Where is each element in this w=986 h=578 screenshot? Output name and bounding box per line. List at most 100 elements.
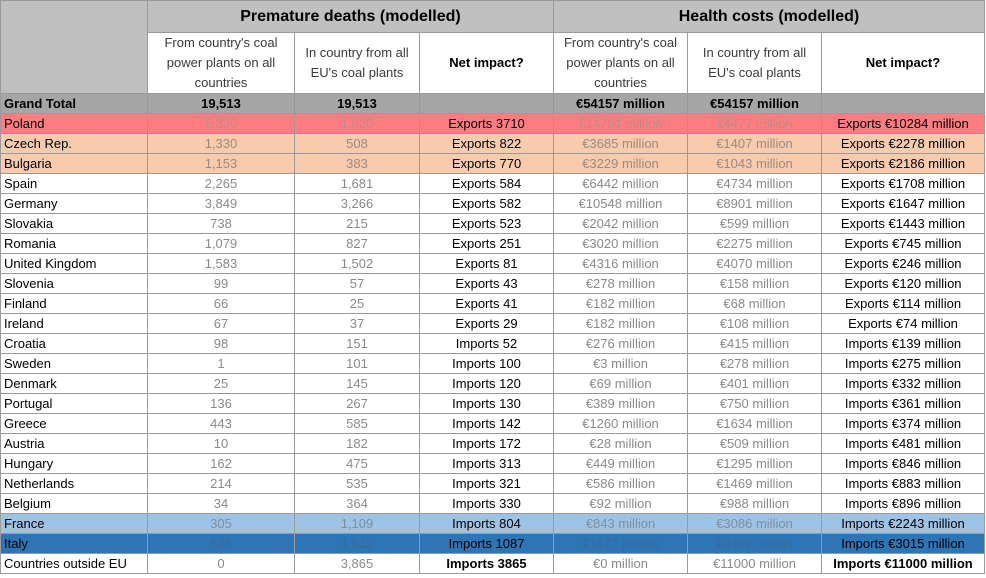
cell-deaths-from: 305	[147, 513, 295, 534]
country-name: Spain	[0, 173, 148, 194]
cell-deaths-in: 25	[294, 293, 420, 314]
cell-costs-from: €3685 million	[553, 133, 688, 154]
country-name: Poland	[0, 113, 148, 134]
country-name: Croatia	[0, 333, 148, 354]
cell-deaths-in: 383	[294, 153, 420, 174]
country-name: United Kingdom	[0, 253, 148, 274]
cell-deaths-in: 827	[294, 233, 420, 254]
cell-deaths-net: Imports 130	[419, 393, 554, 414]
cell-costs-in: €158 million	[687, 273, 822, 294]
cell-costs-from: €4316 million	[553, 253, 688, 274]
cell-deaths-in: 151	[294, 333, 420, 354]
cell-deaths-from: 3,849	[147, 193, 295, 214]
col-costs-in: In country from all EU's coal plants	[687, 32, 822, 94]
total-costs-from: €54157 million	[553, 93, 688, 114]
cell-deaths-from: 98	[147, 333, 295, 354]
cell-costs-from: €2042 million	[553, 213, 688, 234]
cell-costs-net: Exports €1708 million	[821, 173, 985, 194]
header-corner	[0, 0, 148, 94]
cell-costs-in: €4492 million	[687, 533, 822, 554]
cell-deaths-in: 3,865	[294, 553, 420, 574]
col-deaths-from: From country's coal power plants on all …	[147, 32, 295, 94]
cell-costs-in: €415 million	[687, 333, 822, 354]
cell-deaths-net: Imports 100	[419, 353, 554, 374]
cell-costs-in: €2275 million	[687, 233, 822, 254]
country-name: Sweden	[0, 353, 148, 374]
cell-costs-in: €108 million	[687, 313, 822, 334]
cell-deaths-in: 57	[294, 273, 420, 294]
cell-deaths-in: 182	[294, 433, 420, 454]
country-name: Portugal	[0, 393, 148, 414]
cell-costs-in: €11000 million	[687, 553, 822, 574]
country-name: Hungary	[0, 453, 148, 474]
country-name: Belgium	[0, 493, 148, 514]
cell-costs-net: Exports €114 million	[821, 293, 985, 314]
cell-costs-net: Imports €481 million	[821, 433, 985, 454]
cell-deaths-from: 5,330	[147, 113, 295, 134]
cell-deaths-in: 508	[294, 133, 420, 154]
table-row: United Kingdom 1,583 1,502 Exports 81 €4316 …	[0, 253, 985, 274]
cell-costs-from: €0 million	[553, 553, 688, 574]
cell-costs-net: Imports €361 million	[821, 393, 985, 414]
cell-deaths-from: 1,583	[147, 253, 295, 274]
cell-deaths-from: 99	[147, 273, 295, 294]
cell-costs-from: €3020 million	[553, 233, 688, 254]
cell-deaths-net: Imports 1087	[419, 533, 554, 554]
cell-costs-net: Exports €745 million	[821, 233, 985, 254]
grand-total-row: Grand Total 19,513 19,513 €54157 million…	[0, 93, 985, 114]
cell-deaths-from: 10	[147, 433, 295, 454]
cell-costs-in: €1407 million	[687, 133, 822, 154]
country-name: France	[0, 513, 148, 534]
cell-costs-from: €278 million	[553, 273, 688, 294]
country-name: Slovakia	[0, 213, 148, 234]
cell-costs-net: Exports €2278 million	[821, 133, 985, 154]
cell-deaths-net: Imports 142	[419, 413, 554, 434]
cell-costs-from: €182 million	[553, 293, 688, 314]
cell-deaths-in: 3,266	[294, 193, 420, 214]
cell-costs-in: €988 million	[687, 493, 822, 514]
country-name: Italy	[0, 533, 148, 554]
cell-deaths-from: 1,330	[147, 133, 295, 154]
cell-costs-in: €3086 million	[687, 513, 822, 534]
cell-deaths-net: Exports 822	[419, 133, 554, 154]
cell-deaths-from: 214	[147, 473, 295, 494]
cell-deaths-from: 738	[147, 213, 295, 234]
cell-costs-from: €3 million	[553, 353, 688, 374]
country-name: Countries outside EU	[0, 553, 148, 574]
cell-deaths-from: 162	[147, 453, 295, 474]
cell-deaths-from: 66	[147, 293, 295, 314]
cell-costs-from: €276 million	[553, 333, 688, 354]
cell-costs-net: Imports €374 million	[821, 413, 985, 434]
cell-deaths-net: Exports 251	[419, 233, 554, 254]
cell-costs-net: Imports €11000 million	[821, 553, 985, 574]
table-row: Greece 443 585 Imports 142 €1260 million €163…	[0, 413, 985, 434]
header-health-costs: Health costs (modelled)	[553, 0, 985, 33]
cell-deaths-in: 475	[294, 453, 420, 474]
total-costs-in: €54157 million	[687, 93, 822, 114]
header-row-columns: From country's coal power plants on all …	[1, 32, 985, 94]
cell-deaths-in: 215	[294, 213, 420, 234]
col-costs-from: From country's coal power plants on all …	[553, 32, 688, 94]
cell-deaths-net: Exports 29	[419, 313, 554, 334]
country-name: Denmark	[0, 373, 148, 394]
cell-deaths-net: Exports 770	[419, 153, 554, 174]
cell-deaths-from: 1,079	[147, 233, 295, 254]
total-costs-net	[821, 93, 985, 114]
country-name: Netherlands	[0, 473, 148, 494]
table-row: Poland 5,330 1,620 Exports 3710 €14761 milli…	[0, 113, 985, 134]
cell-costs-in: €509 million	[687, 433, 822, 454]
cell-costs-in: €1469 million	[687, 473, 822, 494]
cell-deaths-from: 136	[147, 393, 295, 414]
cell-costs-in: €1634 million	[687, 413, 822, 434]
cell-deaths-net: Exports 43	[419, 273, 554, 294]
cell-costs-from: €92 million	[553, 493, 688, 514]
cell-costs-from: €843 million	[553, 513, 688, 534]
cell-deaths-net: Imports 330	[419, 493, 554, 514]
cell-costs-from: €449 million	[553, 453, 688, 474]
cell-costs-from: €10548 million	[553, 193, 688, 214]
cell-costs-net: Imports €332 million	[821, 373, 985, 394]
header-row-groups: Premature deaths (modelled) Health costs…	[0, 0, 985, 94]
cell-costs-from: €3229 million	[553, 153, 688, 174]
total-deaths-from: 19,513	[147, 93, 295, 114]
